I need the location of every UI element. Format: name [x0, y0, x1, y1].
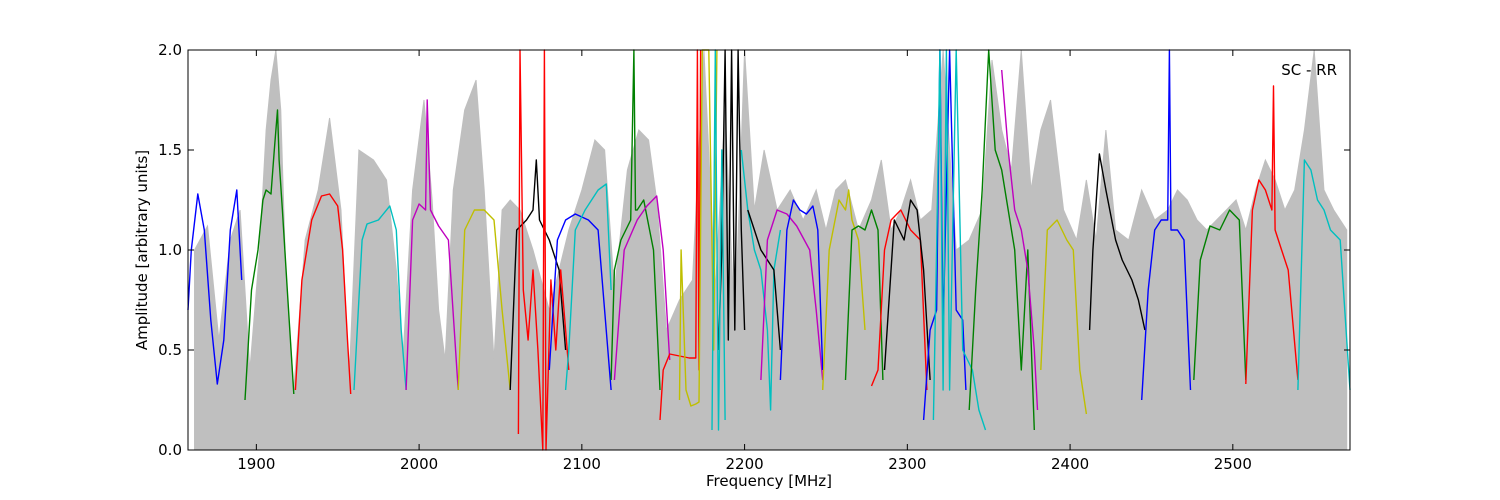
series-line-4: [353, 205, 407, 391]
y-tick-label: 1.5: [158, 141, 182, 159]
series-line-11: [610, 49, 661, 391]
x-tick-label: 1900: [237, 455, 275, 473]
y-tick-label: 2.0: [158, 41, 182, 59]
series-line-23: [870, 209, 928, 391]
series-line-21: [822, 189, 866, 391]
series-line-16: [711, 49, 726, 431]
series-line-29: [1040, 219, 1088, 415]
y-tick-label: 0.5: [158, 341, 182, 359]
series-line-20: [779, 199, 824, 381]
series-line-5: [405, 99, 459, 391]
x-tick-label: 2300: [888, 455, 926, 473]
series-line-8: [517, 49, 570, 451]
series-line-19: [760, 209, 824, 381]
envelope-band: [194, 49, 1348, 451]
series-layer: [187, 49, 1351, 451]
x-axis-ticks: 1900 2000 2100 2200 2300 2400 2500: [237, 50, 1252, 473]
envelope-layer: [194, 49, 1348, 451]
x-tick-label: 2200: [725, 455, 763, 473]
y-axis-ticks: 0.0 0.5 1.0 1.5 2.0: [158, 41, 1350, 459]
x-tick-label: 2000: [400, 455, 438, 473]
y-tick-label: 0.0: [158, 441, 182, 459]
y-tick-label: 1.0: [158, 241, 182, 259]
series-line-12: [613, 195, 671, 381]
series-line-27: [968, 49, 1035, 431]
series-line-1: [187, 189, 243, 385]
series-line-6: [457, 209, 511, 391]
series-line-3: [294, 193, 352, 395]
series-line-24: [883, 199, 931, 381]
series-line-34: [1297, 159, 1351, 391]
y-axis-label: Amplitude [arbitrary units]: [133, 150, 151, 350]
series-line-10: [564, 183, 612, 391]
series-line-26: [932, 49, 987, 431]
series-line-2: [244, 109, 295, 401]
x-tick-label: 2400: [1051, 455, 1089, 473]
series-line-13: [659, 49, 702, 421]
x-tick-label: 2500: [1214, 455, 1252, 473]
chart-annotation: SC - RR: [1281, 61, 1337, 79]
x-axis-label: Frequency [MHz]: [706, 472, 832, 490]
series-line-28: [1001, 69, 1039, 411]
series-line-33: [1245, 85, 1299, 385]
series-line-14: [678, 49, 718, 407]
series-line-31: [1141, 49, 1192, 401]
series-line-32: [1193, 209, 1247, 381]
series-line-30: [1088, 153, 1146, 331]
series-line-22: [844, 209, 884, 381]
series-line-18: [747, 209, 782, 351]
x-tick-label: 2100: [563, 455, 601, 473]
